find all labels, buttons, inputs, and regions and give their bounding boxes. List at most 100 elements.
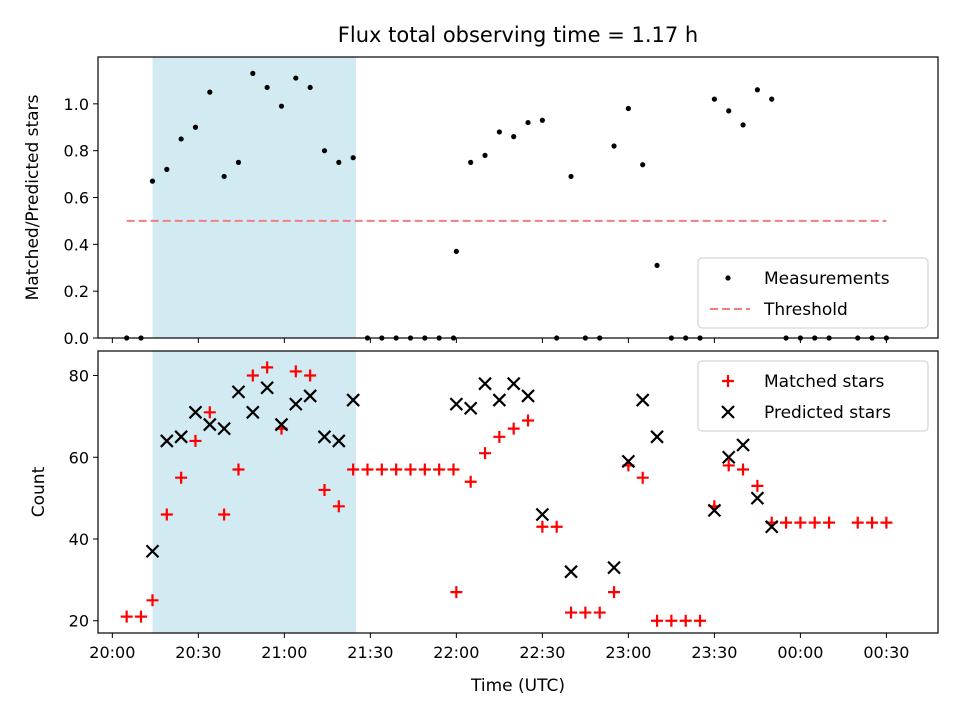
matched-stars-point [479,447,492,460]
x-tick-label: 20:00 [89,643,135,662]
predicted-stars-point [346,393,360,407]
highlight-span [152,57,357,338]
matched-stars-point [536,520,549,533]
x-tick-label: 21:30 [347,643,393,662]
legend-threshold-label: Threshold [763,300,848,320]
measurements-point [511,134,517,140]
predicted-stars-point [246,405,260,420]
measurements-point [221,173,227,180]
predicted-stars-point [332,434,346,448]
matched-stars-point [120,610,133,623]
predicted-stars-point [260,381,274,395]
matched-stars-point [304,369,317,382]
predicted-stars-point [231,385,246,399]
y-tick-label: 0.0 [64,329,89,348]
predicted-stars-point [160,434,174,448]
ratio-y-axis-label: Matched/Predicted stars [23,94,43,300]
x-tick-label: 00:00 [777,643,823,662]
chart-title: Flux total observing time = 1.17 h [338,23,698,47]
matched-stars-point [246,369,259,382]
matched-stars-point [565,606,578,619]
predicted-stars-point [289,397,303,411]
x-tick-label: 23:30 [691,643,737,662]
matched-stars-point [507,422,520,435]
matched-stars-point [347,463,360,476]
measurements-point [192,124,199,130]
predicted-stars-point [650,430,664,444]
count-y-axis-label: Count [29,466,49,517]
count-panel: 20:00 20:30 21:00 21:30 22:00 22:30 23:00 23:30… [29,350,939,662]
measurements-point [307,84,313,91]
measurements-point [453,248,459,254]
matched-stars-point [361,463,374,476]
predicted-stars-point [521,389,535,403]
predicted-stars-point [721,450,736,465]
y-tick-label: 0.8 [64,142,89,161]
predicted-stars-point [707,503,722,518]
measurements-point [711,96,717,102]
measurements-point [640,162,646,168]
matched-stars-point [135,610,148,623]
measurements-point [278,103,285,109]
matched-stars-point [866,516,879,529]
matched-stars-point [175,471,188,484]
measurements-point [740,122,746,128]
predicted-stars-point [174,430,188,444]
matched-stars-point [332,500,345,513]
matched-stars-point [418,463,431,476]
highlight-span [152,351,357,633]
matched-stars-point [522,414,535,427]
matched-stars-point [189,434,202,447]
predicted-stars-point [274,417,289,432]
measurements-point [754,87,760,93]
measurements-point [178,136,184,142]
legend-measurements-label: Measurements [764,269,890,289]
predicted-stars-point [303,389,317,403]
matched-stars-point [218,508,231,521]
predicted-stars-point [535,507,550,522]
legend-box [697,360,929,432]
x-tick-label: 00:30 [863,643,909,662]
matched-stars-point [780,516,793,529]
matched-stars-point [450,586,463,599]
matched-stars-point [160,508,173,521]
measurements-point [482,152,488,158]
x-axis-label: Time (UTC) [470,676,565,696]
count-legend: Matched stars Predicted stars [697,360,929,432]
predicted-stars-point [145,544,160,559]
measurements-point [336,159,342,165]
measurements-point [321,148,328,154]
matched-stars-point [375,463,388,476]
measurements-point [568,173,574,180]
predicted-stars-point [463,401,478,415]
matched-stars-point [447,463,460,476]
legend-matched-stars-label: Matched stars [764,372,884,392]
measurements-point [250,70,256,76]
legend-box [697,257,929,329]
matched-stars-point [694,614,707,627]
x-tick-label: 21:00 [261,643,307,662]
y-tick-label: 1.0 [64,95,89,114]
measurements-point [539,117,545,123]
predicted-stars-point [635,393,650,407]
predicted-stars-point [764,519,779,534]
matched-stars-point [737,463,750,476]
predicted-stars-point [203,417,217,432]
measurements-point [149,178,156,184]
predicted-stars-point [217,421,231,436]
predicted-stars-point [621,454,636,469]
measurements-point [525,119,531,126]
matched-stars-point [261,361,274,374]
y-tick-label: 60 [69,448,89,467]
measurements-point [235,159,242,165]
legend-predicted-stars-label: Predicted stars [764,403,891,423]
matched-stars-point [390,463,403,476]
legend-predicted-stars-swatch [721,405,735,419]
predicted-stars-point [449,397,464,411]
matched-stars-point [679,614,692,627]
y-tick-label: 80 [69,367,89,386]
matched-stars-point [851,516,864,529]
matched-stars-point [651,614,664,627]
matched-stars-point [146,594,159,607]
matched-stars-point [608,586,621,599]
